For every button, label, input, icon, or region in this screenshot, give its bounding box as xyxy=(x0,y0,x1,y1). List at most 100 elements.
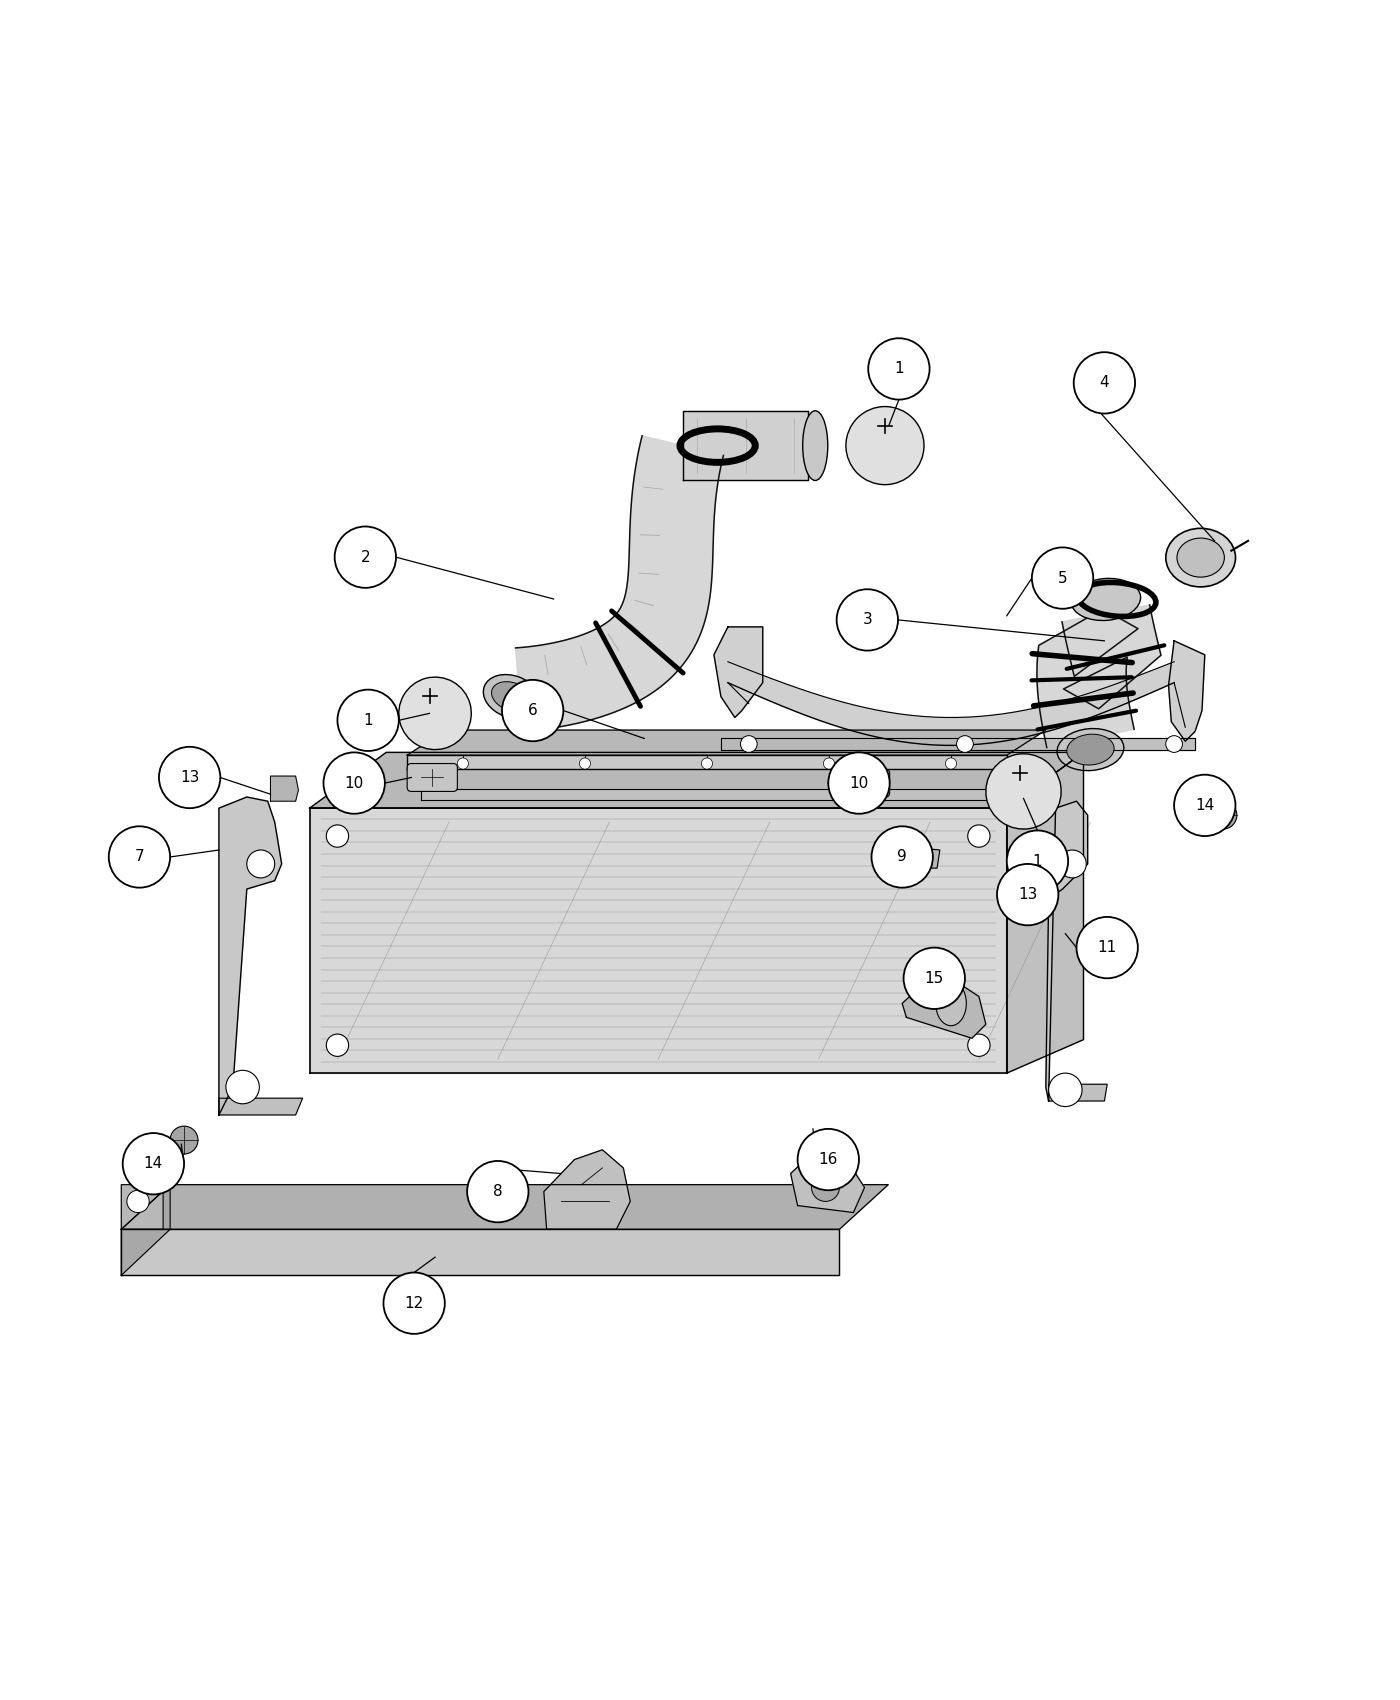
Text: 9: 9 xyxy=(897,850,907,865)
Text: 10: 10 xyxy=(850,775,868,791)
Polygon shape xyxy=(515,435,724,731)
Text: 14: 14 xyxy=(1196,797,1214,813)
Polygon shape xyxy=(218,1098,302,1115)
Ellipse shape xyxy=(1057,729,1124,770)
Text: 4: 4 xyxy=(1099,376,1109,391)
Circle shape xyxy=(384,1273,445,1334)
Text: 14: 14 xyxy=(144,1156,162,1171)
Text: 5: 5 xyxy=(1058,571,1067,585)
Polygon shape xyxy=(1007,753,1084,1073)
Polygon shape xyxy=(421,789,993,799)
Polygon shape xyxy=(407,729,1046,755)
Text: 13: 13 xyxy=(181,770,199,785)
Text: 16: 16 xyxy=(819,1153,839,1168)
Text: 15: 15 xyxy=(924,971,944,986)
Text: 2: 2 xyxy=(361,549,370,564)
Polygon shape xyxy=(309,753,1084,808)
Polygon shape xyxy=(728,661,1175,745)
Ellipse shape xyxy=(483,675,540,719)
Polygon shape xyxy=(721,738,1196,750)
Circle shape xyxy=(956,736,973,753)
Ellipse shape xyxy=(1071,578,1141,620)
Polygon shape xyxy=(122,1185,171,1275)
Polygon shape xyxy=(878,847,939,869)
Polygon shape xyxy=(791,1154,865,1212)
Text: 1: 1 xyxy=(895,362,904,376)
Circle shape xyxy=(1032,547,1093,609)
Circle shape xyxy=(812,1173,840,1202)
Ellipse shape xyxy=(846,406,924,484)
Ellipse shape xyxy=(935,981,966,1025)
Circle shape xyxy=(945,758,956,768)
Text: 3: 3 xyxy=(862,612,872,627)
Circle shape xyxy=(1175,775,1235,836)
Circle shape xyxy=(335,527,396,588)
Circle shape xyxy=(123,1134,183,1195)
Polygon shape xyxy=(270,777,298,801)
Text: 1: 1 xyxy=(364,712,372,728)
Circle shape xyxy=(1049,1073,1082,1107)
Polygon shape xyxy=(543,1149,630,1229)
Ellipse shape xyxy=(1166,529,1236,586)
Polygon shape xyxy=(1009,874,1037,899)
Ellipse shape xyxy=(1067,734,1114,765)
Text: 11: 11 xyxy=(1098,940,1117,955)
Text: 10: 10 xyxy=(344,775,364,791)
Text: 8: 8 xyxy=(493,1185,503,1198)
Text: 7: 7 xyxy=(134,850,144,865)
Text: 12: 12 xyxy=(405,1295,424,1311)
Polygon shape xyxy=(683,411,808,481)
Circle shape xyxy=(337,690,399,751)
Circle shape xyxy=(468,1161,528,1222)
Circle shape xyxy=(967,824,990,847)
Circle shape xyxy=(1074,352,1135,413)
Polygon shape xyxy=(1049,1085,1107,1102)
Text: 13: 13 xyxy=(1018,887,1037,903)
Circle shape xyxy=(109,826,171,887)
Circle shape xyxy=(127,1190,150,1212)
Polygon shape xyxy=(714,627,763,717)
Circle shape xyxy=(246,850,274,877)
Circle shape xyxy=(829,753,889,814)
Circle shape xyxy=(741,736,757,753)
Polygon shape xyxy=(122,1136,164,1229)
Circle shape xyxy=(1210,801,1236,830)
Text: 1: 1 xyxy=(1033,853,1042,869)
Circle shape xyxy=(1166,736,1183,753)
Circle shape xyxy=(323,753,385,814)
Circle shape xyxy=(967,1034,990,1056)
FancyBboxPatch shape xyxy=(840,768,889,797)
Circle shape xyxy=(458,758,469,768)
FancyBboxPatch shape xyxy=(407,763,458,792)
Circle shape xyxy=(326,1034,349,1056)
Polygon shape xyxy=(309,808,1007,1073)
Polygon shape xyxy=(902,977,986,1039)
Text: 6: 6 xyxy=(528,704,538,717)
Polygon shape xyxy=(1046,801,1088,1102)
Polygon shape xyxy=(1169,641,1205,741)
Circle shape xyxy=(580,758,591,768)
Polygon shape xyxy=(122,1185,888,1229)
Ellipse shape xyxy=(491,682,532,712)
Circle shape xyxy=(1007,831,1068,892)
Ellipse shape xyxy=(1177,539,1225,576)
Circle shape xyxy=(872,826,932,887)
Polygon shape xyxy=(1037,605,1161,748)
Ellipse shape xyxy=(399,677,472,750)
Circle shape xyxy=(225,1071,259,1103)
Circle shape xyxy=(903,947,965,1010)
Ellipse shape xyxy=(986,753,1061,830)
Circle shape xyxy=(160,746,220,807)
Circle shape xyxy=(326,824,349,847)
Circle shape xyxy=(701,758,713,768)
Polygon shape xyxy=(122,1229,840,1275)
Circle shape xyxy=(997,864,1058,925)
Circle shape xyxy=(798,1129,860,1190)
Circle shape xyxy=(823,758,834,768)
Ellipse shape xyxy=(802,411,827,481)
Circle shape xyxy=(1077,916,1138,977)
Polygon shape xyxy=(407,755,1007,768)
Circle shape xyxy=(1058,850,1086,877)
Circle shape xyxy=(837,590,897,651)
Circle shape xyxy=(868,338,930,400)
